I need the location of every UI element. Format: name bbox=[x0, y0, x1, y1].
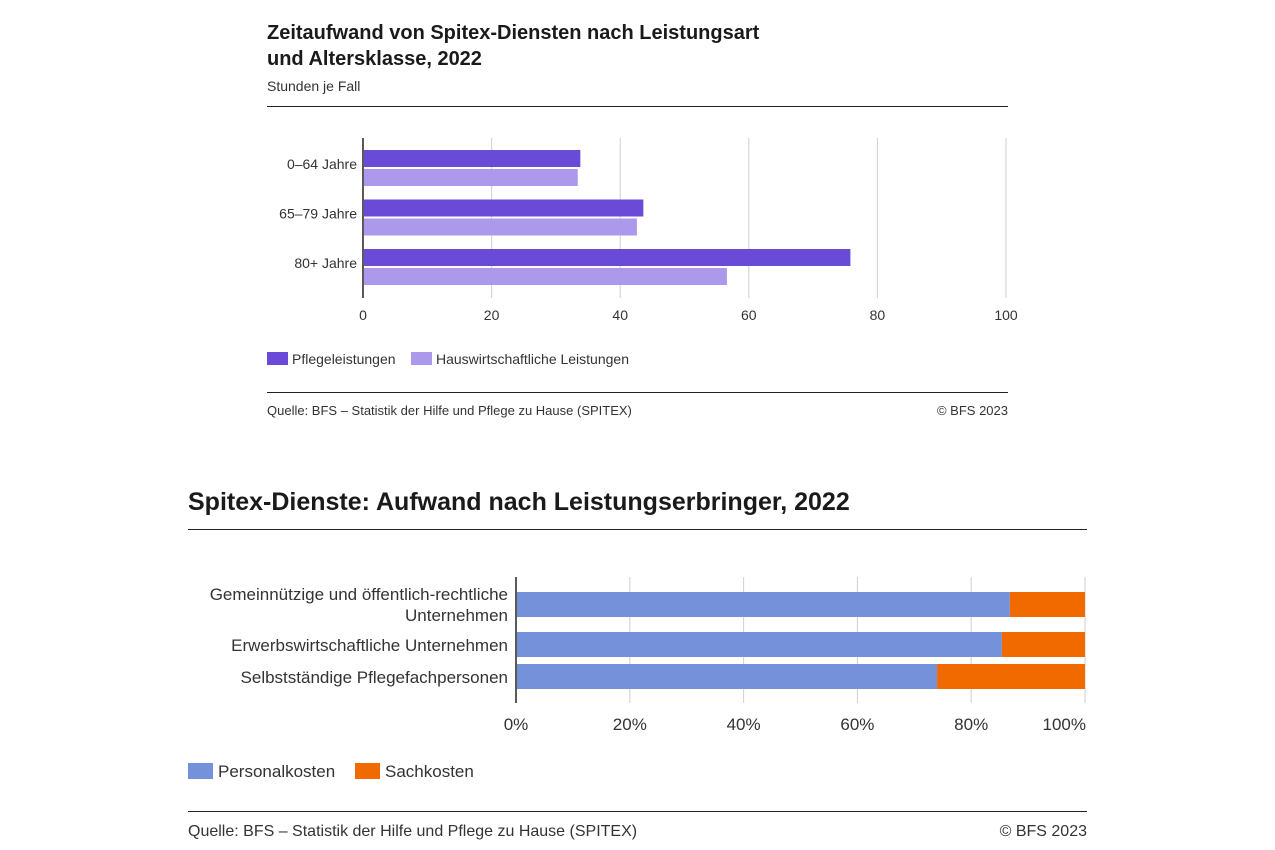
chart2-category-label: Selbstständige Pflegefachpersonen bbox=[241, 668, 508, 687]
chart2-top-rule bbox=[188, 529, 1087, 530]
chart2-bar bbox=[1009, 592, 1085, 617]
chart2-bar bbox=[937, 664, 1085, 689]
chart1-bar bbox=[364, 268, 727, 285]
chart1-bar bbox=[364, 249, 851, 266]
chart1-x-tick-label: 0 bbox=[359, 307, 367, 323]
chart2-title: Spitex-Dienste: Aufwand nach Leistungser… bbox=[188, 488, 850, 516]
chart2-category-label: Unternehmen bbox=[405, 606, 508, 625]
chart1-legend-label: Pflegeleistungen bbox=[292, 351, 396, 367]
chart1-title-line2: und Altersklasse, 2022 bbox=[267, 48, 482, 70]
chart2-x-tick-label: 0% bbox=[504, 715, 529, 734]
chart1-legend-label: Hauswirtschaftliche Leistungen bbox=[436, 351, 629, 367]
chart1-bar bbox=[364, 150, 581, 167]
chart1-plot: 0 20 40 60 80 100 0–64 Jahre 65–79 Jahre 80+ Jah… bbox=[267, 138, 1018, 367]
chart2-category-label: Erwerbswirtschaftliche Unternehmen bbox=[231, 636, 508, 655]
chart1-copyright: © BFS 2023 bbox=[936, 403, 1008, 418]
chart2-category-label: Gemeinnützige und öffentlich-rechtliche bbox=[210, 585, 508, 604]
chart1-x-tick-label: 100 bbox=[994, 307, 1018, 323]
chart1-title: Zeitaufwand von Spitex-Diensten nach Lei… bbox=[267, 20, 827, 72]
chart2-bottom-rule bbox=[188, 811, 1087, 812]
chart2-bar bbox=[517, 632, 1002, 657]
chart1-legend-swatch bbox=[267, 352, 288, 365]
chart2-legend-label: Sachkosten bbox=[385, 762, 474, 781]
chart1-x-tick-label: 20 bbox=[484, 307, 500, 323]
chart1-title-line1: Zeitaufwand von Spitex-Diensten nach Lei… bbox=[267, 22, 760, 44]
chart1-top-rule bbox=[267, 106, 1008, 107]
chart2-copyright: © BFS 2023 bbox=[999, 823, 1087, 840]
chart1-bar bbox=[364, 169, 578, 186]
chart1-category-label: 80+ Jahre bbox=[294, 255, 357, 271]
chart2-x-tick-label: 40% bbox=[727, 715, 761, 734]
chart2-x-tick-label: 80% bbox=[954, 715, 988, 734]
chart1-bar bbox=[364, 218, 637, 236]
chart2-source: Quelle: BFS – Statistik der Hilfe und Pf… bbox=[188, 823, 638, 840]
chart1-source: Quelle: BFS – Statistik der Hilfe und Pf… bbox=[267, 403, 632, 418]
chart1-bar bbox=[364, 199, 644, 217]
chart1-category-label: 65–79 Jahre bbox=[279, 206, 357, 222]
chart1-legend-swatch bbox=[411, 352, 432, 365]
chart2-x-tick-label: 100% bbox=[1043, 715, 1086, 734]
chart1-x-tick-label: 40 bbox=[612, 307, 628, 323]
chart1-x-tick-label: 80 bbox=[870, 307, 886, 323]
chart2-legend-swatch bbox=[188, 763, 213, 779]
chart2-legend-label: Personalkosten bbox=[218, 762, 335, 781]
chart2-x-tick-label: 60% bbox=[840, 715, 874, 734]
chart2-plot: 0% 20% 40% 60% 80% 100% Gemeinnützige und öffe… bbox=[188, 577, 1086, 781]
chart2-bar bbox=[1001, 632, 1085, 657]
chart2-x-tick-label: 20% bbox=[613, 715, 647, 734]
chart2-bar bbox=[517, 664, 938, 689]
chart2-legend-swatch bbox=[355, 763, 380, 779]
chart1-category-label: 0–64 Jahre bbox=[287, 156, 357, 172]
chart1-x-tick-label: 60 bbox=[741, 307, 757, 323]
chart1-subtitle: Stunden je Fall bbox=[267, 78, 361, 94]
chart2-bar bbox=[517, 592, 1010, 617]
chart1-bottom-rule bbox=[267, 392, 1008, 393]
